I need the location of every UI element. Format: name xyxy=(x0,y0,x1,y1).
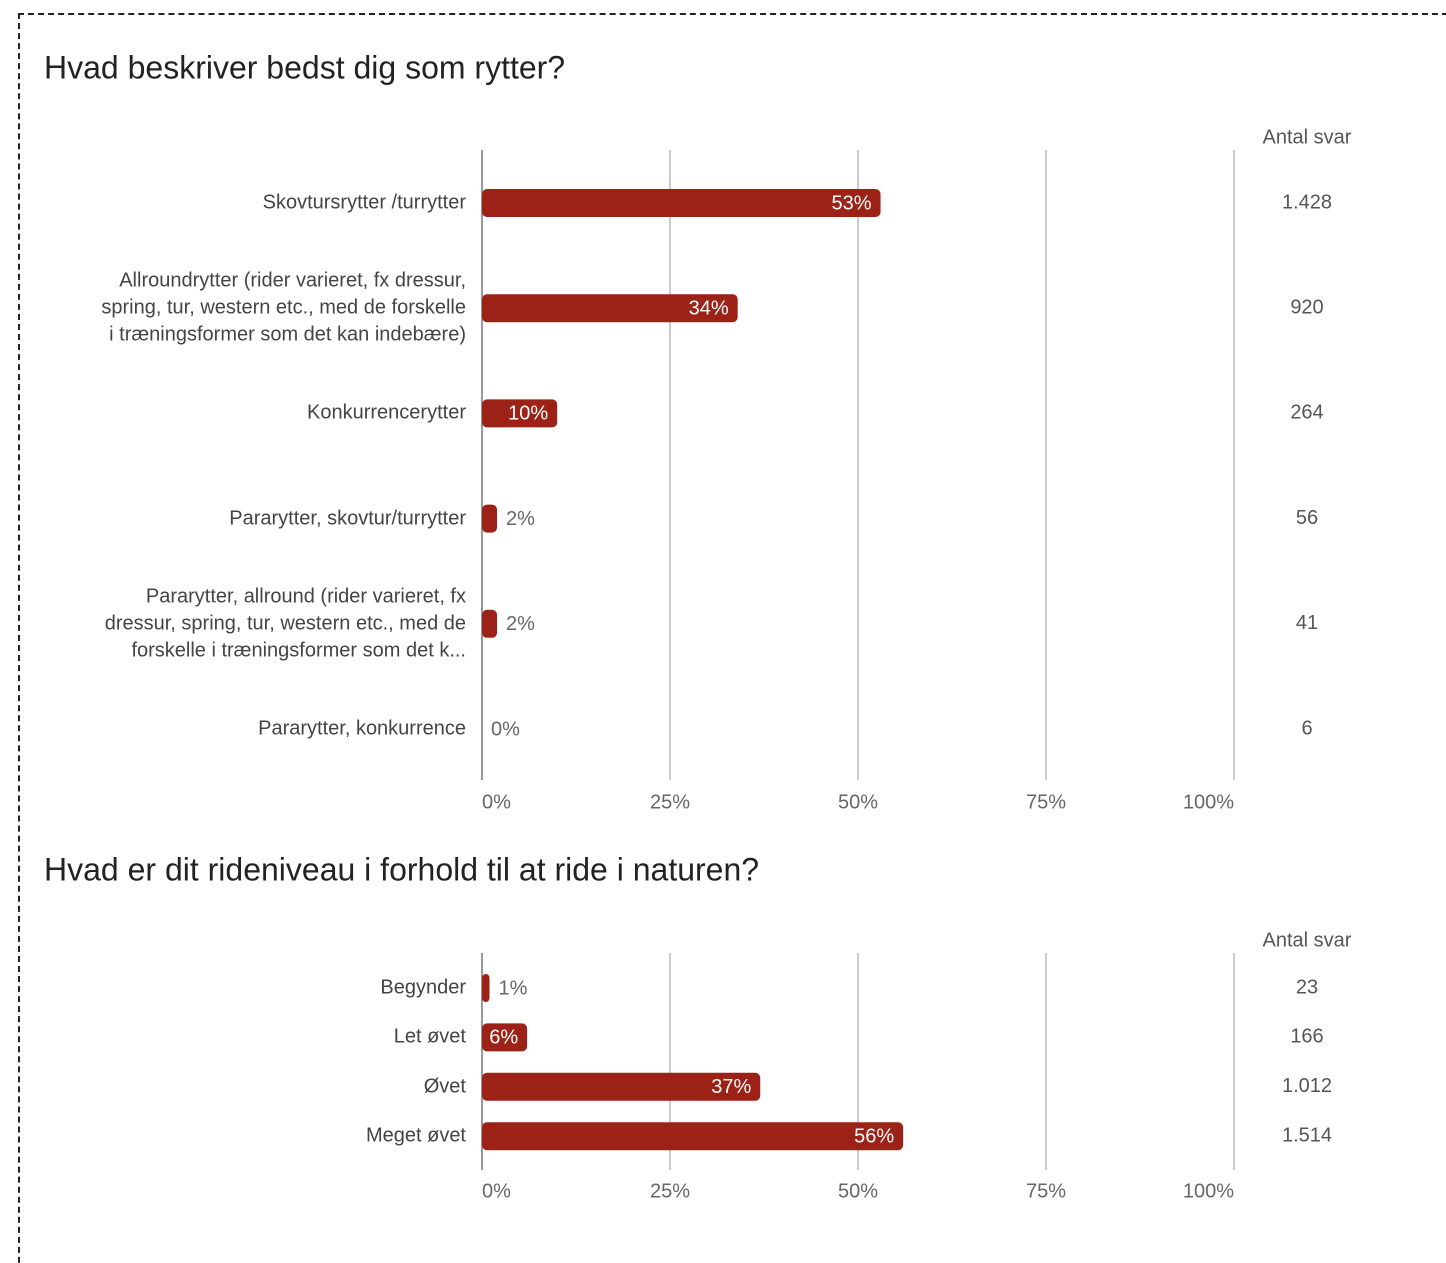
bar xyxy=(482,1072,761,1101)
value-label: 0% xyxy=(491,718,520,740)
value-label: 56% xyxy=(854,1125,894,1147)
count-label: 56 xyxy=(1296,507,1318,529)
chart-title: Hvad er dit rideniveau i forhold til at … xyxy=(44,851,759,887)
count-label: 920 xyxy=(1290,296,1323,318)
x-tick-label: 100% xyxy=(1183,791,1234,813)
x-tick-label: 100% xyxy=(1183,1180,1234,1202)
bar xyxy=(482,974,490,1002)
category-label: Meget øvet xyxy=(365,1124,466,1147)
value-label: 10% xyxy=(508,403,548,425)
x-tick-label: 75% xyxy=(1026,791,1066,813)
x-tick-label: 0% xyxy=(482,791,511,813)
count-label: 166 xyxy=(1290,1026,1323,1048)
category-label: Konkurrencerytter xyxy=(307,401,466,424)
bar xyxy=(482,294,738,323)
value-label: 37% xyxy=(711,1076,751,1098)
frame xyxy=(18,13,1446,1263)
count-label: 1.428 xyxy=(1282,191,1332,213)
x-tick-label: 0% xyxy=(482,1180,511,1202)
x-tick-label: 75% xyxy=(1026,1180,1066,1202)
count-header: Antal svar xyxy=(1263,929,1352,951)
count-label: 264 xyxy=(1290,402,1323,424)
bar xyxy=(482,1122,904,1151)
bar xyxy=(482,399,558,428)
count-label: 1.514 xyxy=(1282,1124,1332,1146)
x-tick-label: 50% xyxy=(838,1180,878,1202)
category-label: Pararytter, allround (rider varieret, fx… xyxy=(104,585,466,662)
value-label: 2% xyxy=(506,613,535,635)
bar xyxy=(482,1023,528,1052)
bar xyxy=(482,504,498,533)
count-label: 23 xyxy=(1296,976,1318,998)
value-label: 2% xyxy=(506,508,535,530)
category-label: Let øvet xyxy=(393,1025,466,1048)
category-label: Skovtursrytter /turrytter xyxy=(262,191,466,214)
bar xyxy=(482,189,881,217)
category-label: Pararytter, konkurrence xyxy=(258,717,466,740)
value-label: 34% xyxy=(689,297,729,319)
value-label: 53% xyxy=(832,192,872,214)
value-label: 1% xyxy=(499,977,528,999)
x-tick-label: 25% xyxy=(650,1180,690,1202)
chart-title: Hvad beskriver bedst dig som rytter? xyxy=(44,49,565,85)
x-tick-label: 25% xyxy=(650,791,690,813)
category-label: Pararytter, skovtur/turrytter xyxy=(229,507,466,530)
count-header: Antal svar xyxy=(1263,126,1352,148)
x-tick-label: 50% xyxy=(838,791,878,813)
count-label: 1.012 xyxy=(1282,1075,1332,1097)
count-label: 6 xyxy=(1301,717,1312,739)
count-label: 41 xyxy=(1296,612,1318,634)
bar xyxy=(482,609,498,638)
category-label: Begynder xyxy=(380,976,466,999)
value-label: 6% xyxy=(489,1027,518,1049)
category-label: Allroundrytter (rider varieret, fx dress… xyxy=(101,269,466,346)
category-label: Øvet xyxy=(423,1075,466,1098)
